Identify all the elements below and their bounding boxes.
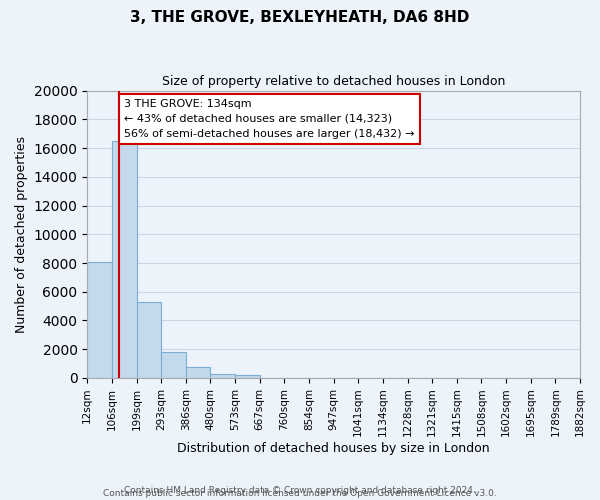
Bar xyxy=(87,262,112,378)
Y-axis label: Number of detached properties: Number of detached properties xyxy=(15,136,28,333)
Title: Size of property relative to detached houses in London: Size of property relative to detached ho… xyxy=(162,75,505,88)
Text: Contains public sector information licensed under the Open Government Licence v3: Contains public sector information licen… xyxy=(103,488,497,498)
Text: Contains HM Land Registry data © Crown copyright and database right 2024.: Contains HM Land Registry data © Crown c… xyxy=(124,486,476,495)
Bar xyxy=(137,302,161,378)
Bar xyxy=(161,352,186,378)
X-axis label: Distribution of detached houses by size in London: Distribution of detached houses by size … xyxy=(178,442,490,455)
Text: 3 THE GROVE: 134sqm
← 43% of detached houses are smaller (14,323)
56% of semi-de: 3 THE GROVE: 134sqm ← 43% of detached ho… xyxy=(124,99,415,139)
Bar xyxy=(235,375,260,378)
Bar xyxy=(112,141,137,378)
Bar xyxy=(211,374,235,378)
Text: 3, THE GROVE, BEXLEYHEATH, DA6 8HD: 3, THE GROVE, BEXLEYHEATH, DA6 8HD xyxy=(130,10,470,25)
Bar xyxy=(186,367,211,378)
